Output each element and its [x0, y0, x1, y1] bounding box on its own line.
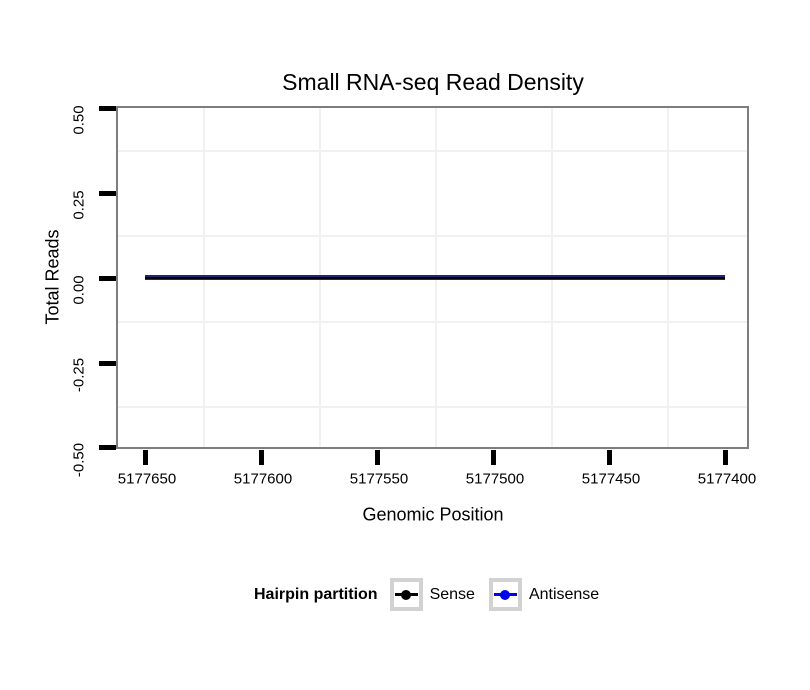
- legend-label-sense: Sense: [429, 585, 475, 603]
- y-axis-title: Total Reads: [42, 229, 63, 325]
- legend-key-sense: [389, 578, 423, 611]
- x-tick-label: 5177650: [117, 470, 177, 488]
- x-tick-label: 5177600: [233, 470, 293, 488]
- y-axis-tick: [99, 106, 116, 111]
- x-tick-label: 5177500: [465, 470, 525, 488]
- x-axis-tick: [607, 450, 612, 465]
- minor-gridline-horizontal: [118, 150, 747, 152]
- x-axis-tick: [375, 450, 380, 465]
- legend-key-antisense: [488, 578, 522, 611]
- y-axis-tick: [99, 191, 116, 196]
- legend: Hairpin partition Sense Antisense: [254, 577, 599, 612]
- x-tick-label: 5177400: [697, 470, 757, 488]
- sense-data-line: [145, 277, 725, 279]
- point-icon: [500, 589, 511, 600]
- x-axis-tick: [491, 450, 496, 465]
- x-axis-title: Genomic Position: [362, 504, 504, 525]
- point-icon: [401, 589, 412, 600]
- legend-label-antisense: Antisense: [528, 585, 600, 603]
- legend-title: Hairpin partition: [254, 585, 378, 603]
- x-axis-tick: [723, 450, 728, 465]
- x-tick-label: 5177550: [349, 470, 409, 488]
- y-tick-label: -0.50: [70, 442, 88, 478]
- minor-gridline-horizontal: [118, 406, 747, 408]
- x-axis-tick: [143, 450, 148, 465]
- minor-gridline-horizontal: [118, 321, 747, 323]
- y-tick-label: 0.50: [70, 105, 88, 135]
- y-axis-tick: [99, 361, 116, 366]
- x-axis-tick: [259, 450, 264, 465]
- y-tick-label: 0.00: [70, 275, 88, 305]
- y-tick-label: 0.25: [70, 190, 88, 220]
- chart-title: Small RNA-seq Read Density: [282, 69, 584, 95]
- y-tick-label: -0.25: [70, 357, 88, 393]
- y-axis-tick: [99, 445, 116, 450]
- y-axis-tick: [99, 276, 116, 281]
- minor-gridline-horizontal: [118, 235, 747, 237]
- x-tick-label: 5177450: [581, 470, 641, 488]
- plot-panel: [116, 106, 749, 449]
